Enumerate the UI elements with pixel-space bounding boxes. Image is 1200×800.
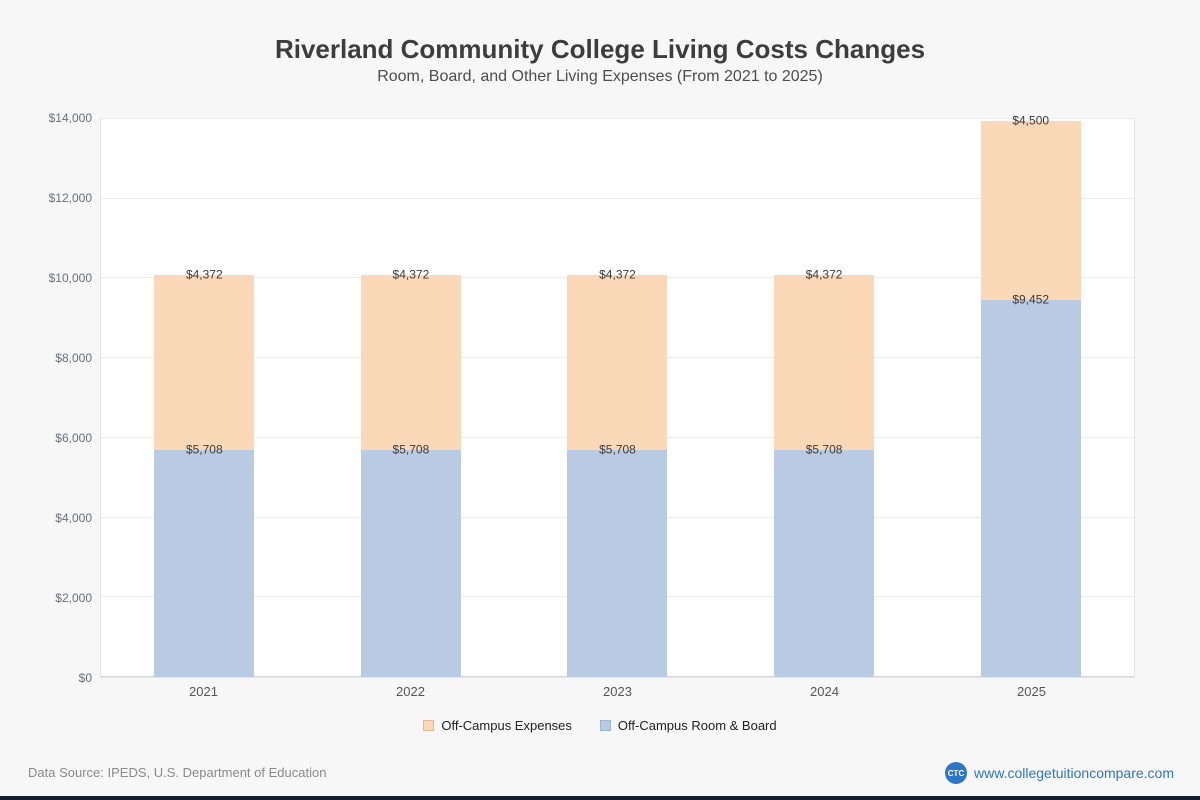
legend-label: Off-Campus Room & Board bbox=[617, 718, 777, 733]
data-label: $4,372 bbox=[805, 267, 843, 282]
gridline bbox=[101, 197, 1134, 199]
y-tick-label: $4,000 bbox=[55, 511, 92, 525]
website-url: www.collegetuitioncompare.com bbox=[974, 765, 1174, 781]
x-tick-label: 2022 bbox=[396, 684, 425, 699]
bar-segment[interactable] bbox=[360, 449, 461, 677]
y-tick-label: $10,000 bbox=[48, 271, 92, 285]
y-tick-label: $2,000 bbox=[55, 591, 92, 605]
bar-segment[interactable] bbox=[774, 449, 875, 677]
bar-segment[interactable] bbox=[774, 275, 875, 450]
y-tick-label: $6,000 bbox=[55, 431, 92, 445]
data-label: $5,708 bbox=[599, 441, 636, 456]
data-label: $5,708 bbox=[392, 441, 430, 456]
data-label: $9,452 bbox=[1012, 292, 1050, 307]
y-tick-label: $0 bbox=[78, 671, 92, 685]
website-link[interactable]: CTC www.collegetuitioncompare.com bbox=[945, 762, 1174, 784]
bar-segment[interactable] bbox=[154, 449, 255, 677]
data-label: $4,372 bbox=[599, 267, 636, 282]
x-tick-label: 2025 bbox=[1017, 684, 1046, 699]
legend: Off-Campus Expenses Off-Campus Room & Boa… bbox=[0, 718, 1200, 733]
legend-item[interactable]: Off-Campus Expenses bbox=[423, 718, 572, 733]
chart-title: Riverland Community College Living Costs… bbox=[274, 34, 926, 64]
bar-segment[interactable] bbox=[567, 275, 668, 450]
x-tick-label: 2023 bbox=[603, 684, 632, 699]
gridline bbox=[101, 118, 1134, 119]
bar-group-2023: $5,708 $4,372 bbox=[514, 119, 721, 677]
x-tick-label: 2024 bbox=[810, 684, 839, 699]
bar-segment[interactable] bbox=[980, 120, 1081, 301]
x-tick-label: 2021 bbox=[189, 684, 218, 699]
legend-label: Off-Campus Expenses bbox=[441, 718, 572, 733]
data-source-note: Data Source: IPEDS, U.S. Department of E… bbox=[28, 765, 327, 780]
data-label: $5,708 bbox=[805, 441, 843, 456]
y-tick-label: $8,000 bbox=[55, 351, 92, 365]
bar-segment[interactable] bbox=[567, 449, 668, 677]
y-tick-label: $14,000 bbox=[48, 111, 92, 125]
bar-group-2022: $5,708 $4,372 bbox=[308, 119, 515, 677]
ctc-logo-icon: CTC bbox=[945, 762, 968, 784]
legend-item[interactable]: Off-Campus Room & Board bbox=[599, 718, 777, 733]
bar-segment[interactable] bbox=[360, 275, 461, 450]
y-tick-label: $12,000 bbox=[48, 191, 92, 205]
x-axis: 2021 2022 2023 2024 2025 bbox=[100, 684, 1135, 702]
bar-group-2024: $5,708 $4,372 bbox=[721, 119, 928, 677]
data-label: $4,372 bbox=[185, 267, 223, 282]
data-label: $4,500 bbox=[1012, 113, 1050, 128]
plot-area: $5,708 $4,372 $5,708 $4,372 $5,708 $4,372 $5,7… bbox=[100, 114, 1135, 678]
bar-segment[interactable] bbox=[154, 275, 255, 450]
y-axis: $0 $2,000 $4,000 $6,000 $8,000 $10,000 $12,000… bbox=[0, 112, 92, 684]
data-label: $4,372 bbox=[392, 267, 430, 282]
bar-group-2021: $5,708 $4,372 bbox=[101, 119, 308, 677]
legend-swatch-icon bbox=[423, 720, 435, 731]
bar-segment[interactable] bbox=[980, 300, 1081, 677]
chart-subtitle: Room, Board, and Other Living Expenses (… bbox=[377, 68, 823, 85]
data-label: $5,708 bbox=[185, 441, 223, 456]
bottom-bar bbox=[0, 796, 1200, 800]
bar-group-2025: $9,452 $4,500 bbox=[927, 114, 1134, 677]
legend-swatch-icon bbox=[599, 720, 611, 731]
